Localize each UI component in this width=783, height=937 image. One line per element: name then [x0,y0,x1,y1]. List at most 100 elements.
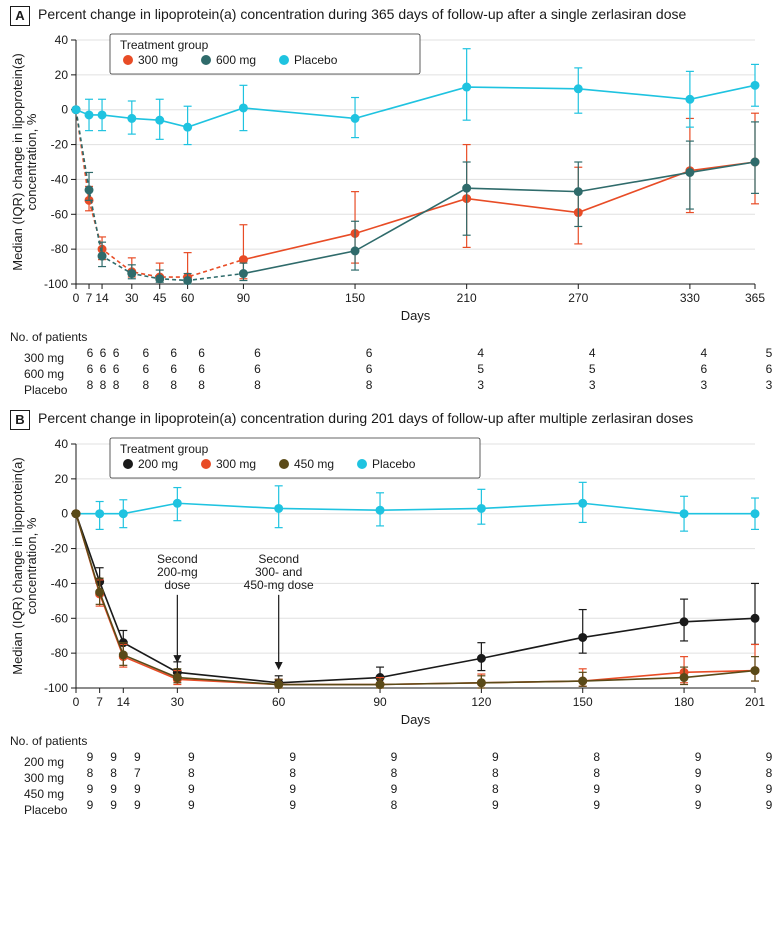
svg-text:60: 60 [181,291,195,305]
panel-b: B Percent change in lipoprotein(a) conce… [0,404,783,814]
ntable-cell: 8 [254,378,261,392]
svg-text:180: 180 [674,695,694,709]
ntable-cell: 4 [701,346,708,360]
svg-text:-20: -20 [51,138,69,152]
svg-text:150: 150 [573,695,593,709]
chart-b: -100-80-60-40-20020400714306090120150180… [10,430,773,730]
ntable-cell: 9 [134,782,141,796]
svg-text:14: 14 [95,291,109,305]
ntable-cell: 9 [87,750,94,764]
ntable-cell: 9 [593,782,600,796]
ntable-cell: 8 [110,766,117,780]
ntable-cell: 6 [366,362,373,376]
svg-text:Days: Days [401,308,431,323]
chart-a-wrap: -100-80-60-40-20020400714304560901502102… [10,26,773,326]
svg-text:Days: Days [401,712,431,727]
ntable-header: No. of patients [10,330,773,344]
ntable-cell: 6 [170,346,177,360]
ntable-row-label: 200 mg [10,755,90,769]
ntable-cell: 9 [188,782,195,796]
ntable-cell: 6 [113,362,120,376]
svg-text:-40: -40 [51,576,69,590]
ntable-cell: 9 [87,782,94,796]
panel-b-title-row: B Percent change in lipoprotein(a) conce… [0,404,783,430]
ntable-row-label: Placebo [10,383,90,397]
ntable-header: No. of patients [10,734,773,748]
svg-text:330: 330 [680,291,700,305]
legend-item-label: 300 mg [216,457,256,471]
ntable-row: Placebo888888883333 [10,378,773,394]
ntable-cell: 9 [110,750,117,764]
ntable-cell: 3 [477,378,484,392]
svg-text:7: 7 [86,291,93,305]
ntable-cell: 5 [589,362,596,376]
ntable-cell: 8 [492,782,499,796]
svg-text:30: 30 [125,291,139,305]
ntable-cell: 9 [289,782,296,796]
ntable-cell: 6 [100,362,107,376]
panel-a-title: Percent change in lipoprotein(a) concent… [38,6,686,22]
legend-item-label: 450 mg [294,457,334,471]
ntable-row: 600 mg666666665566 [10,362,773,378]
ntable-cell: 8 [170,378,177,392]
svg-text:365: 365 [745,291,765,305]
legend-item-label: Placebo [372,457,416,471]
ntable-row: 300 mg666666664445 [10,346,773,362]
svg-text:Median (IQR) change in lipopro: Median (IQR) change in lipoprotein(a)con… [10,457,39,675]
ntable-cell: 6 [142,362,149,376]
svg-text:-60: -60 [51,207,69,221]
ntable-cell: 6 [113,346,120,360]
legend-item-label: Placebo [294,53,338,67]
svg-text:30: 30 [171,695,185,709]
svg-text:90: 90 [373,695,387,709]
ntable-row: Placebo9999989999 [10,798,773,814]
panel-a-letter: A [10,6,30,26]
svg-text:45: 45 [153,291,167,305]
ntable-cell: 6 [198,362,205,376]
ntable-cell: 9 [766,798,773,812]
ntable-cell: 9 [188,798,195,812]
ntable-cell: 9 [188,750,195,764]
ntable-cell: 9 [593,798,600,812]
ntable-cell: 6 [254,346,261,360]
svg-text:0: 0 [61,103,68,117]
svg-text:-20: -20 [51,542,69,556]
panel-b-title: Percent change in lipoprotein(a) concent… [38,410,693,426]
ntable-row: 200 mg9999999899 [10,750,773,766]
ntable-cell: 8 [198,378,205,392]
svg-text:120: 120 [471,695,491,709]
ntable-row: 450 mg9999998999 [10,782,773,798]
legend-title: Treatment group [120,442,209,456]
panel-a: A Percent change in lipoprotein(a) conce… [0,0,783,394]
ntable-cell: 5 [766,346,773,360]
ntable-cell: 4 [477,346,484,360]
svg-text:150: 150 [345,291,365,305]
svg-text:-60: -60 [51,611,69,625]
legend-item-label: 300 mg [138,53,178,67]
ntable-row-label: Placebo [10,803,90,817]
svg-text:210: 210 [457,291,477,305]
ntable-cell: 8 [113,378,120,392]
ntable-cell: 8 [593,766,600,780]
ntable-cell: 6 [254,362,261,376]
ntable-cell: 8 [391,798,398,812]
ntable-cell: 7 [134,766,141,780]
ntable-cell: 6 [766,362,773,376]
ntable-cell: 9 [695,750,702,764]
legend-item-label: 200 mg [138,457,178,471]
svg-text:-80: -80 [51,242,69,256]
svg-text:40: 40 [55,33,69,47]
svg-text:90: 90 [237,291,251,305]
ntable-cell: 6 [701,362,708,376]
ntable-cell: 8 [100,378,107,392]
annotation-label: Second300- and450-mg dose [244,552,314,592]
svg-text:-100: -100 [44,277,68,291]
ntable-cell: 6 [87,346,94,360]
svg-text:201: 201 [745,695,765,709]
ntable-cell: 8 [366,378,373,392]
svg-text:60: 60 [272,695,286,709]
ntable-cell: 6 [170,362,177,376]
svg-text:-40: -40 [51,172,69,186]
ntable-b: No. of patients200 mg9999999899300 mg887… [10,734,773,814]
svg-text:Median (IQR) change in lipopro: Median (IQR) change in lipoprotein(a)con… [10,53,39,271]
